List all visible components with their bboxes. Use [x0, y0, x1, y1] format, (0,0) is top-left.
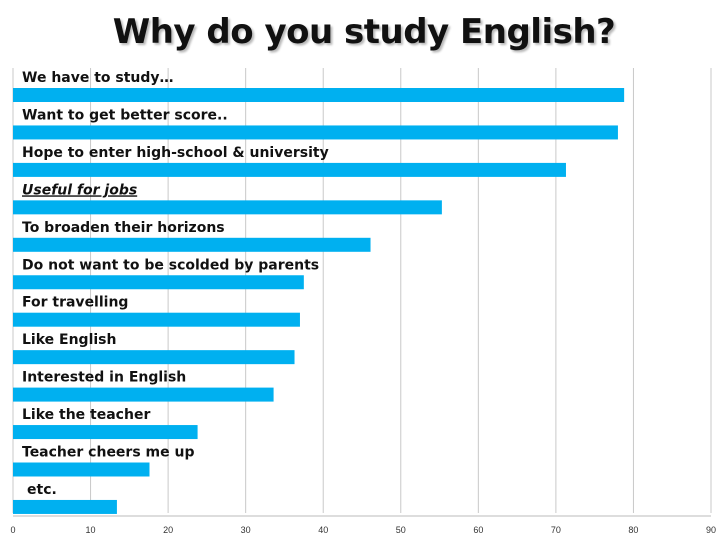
category-label: Like the teacher [22, 407, 150, 423]
x-tick-label: 40 [318, 525, 328, 535]
x-tick-label: 0 [10, 525, 15, 535]
category-label: Like English [22, 332, 116, 348]
category-label: Hope to enter high-school & university [22, 145, 329, 161]
bar [13, 350, 295, 365]
x-tick-label: 70 [551, 525, 561, 535]
bar [13, 237, 371, 252]
x-tick-label: 60 [473, 525, 483, 535]
x-tick-label: 50 [396, 525, 406, 535]
bar [13, 275, 304, 290]
bar [13, 425, 198, 440]
category-label: For travelling [22, 295, 128, 311]
category-label: Want to get better score.. [22, 107, 228, 123]
category-labels: We have to study… Want to get better scor… [22, 70, 329, 498]
category-label: To broaden their horizons [22, 220, 225, 236]
x-tick-label: 20 [163, 525, 173, 535]
bar [13, 162, 566, 177]
bar [13, 462, 150, 477]
chart-title: Why do you study English? [112, 12, 616, 52]
bar [13, 125, 618, 140]
x-tick-labels: 0 10 20 30 40 50 60 70 80 90 [10, 525, 716, 535]
category-label: We have to study… [22, 70, 174, 86]
category-label: Useful for jobs [22, 182, 137, 198]
x-tick-label: 80 [628, 525, 638, 535]
gridlines [12, 68, 712, 517]
x-tick-label: 90 [706, 525, 716, 535]
category-label: etc. [27, 482, 57, 498]
bars [13, 88, 625, 514]
bar [13, 200, 442, 215]
category-label: Teacher cheers me up [22, 445, 194, 461]
bar [13, 312, 300, 327]
category-label: Interested in English [22, 370, 186, 386]
x-tick-label: 30 [241, 525, 251, 535]
x-tick-label: 10 [86, 525, 96, 535]
category-label: Do not want to be scolded by parents [22, 257, 319, 273]
bar [13, 88, 625, 102]
bar [13, 499, 117, 514]
bar [13, 387, 274, 402]
